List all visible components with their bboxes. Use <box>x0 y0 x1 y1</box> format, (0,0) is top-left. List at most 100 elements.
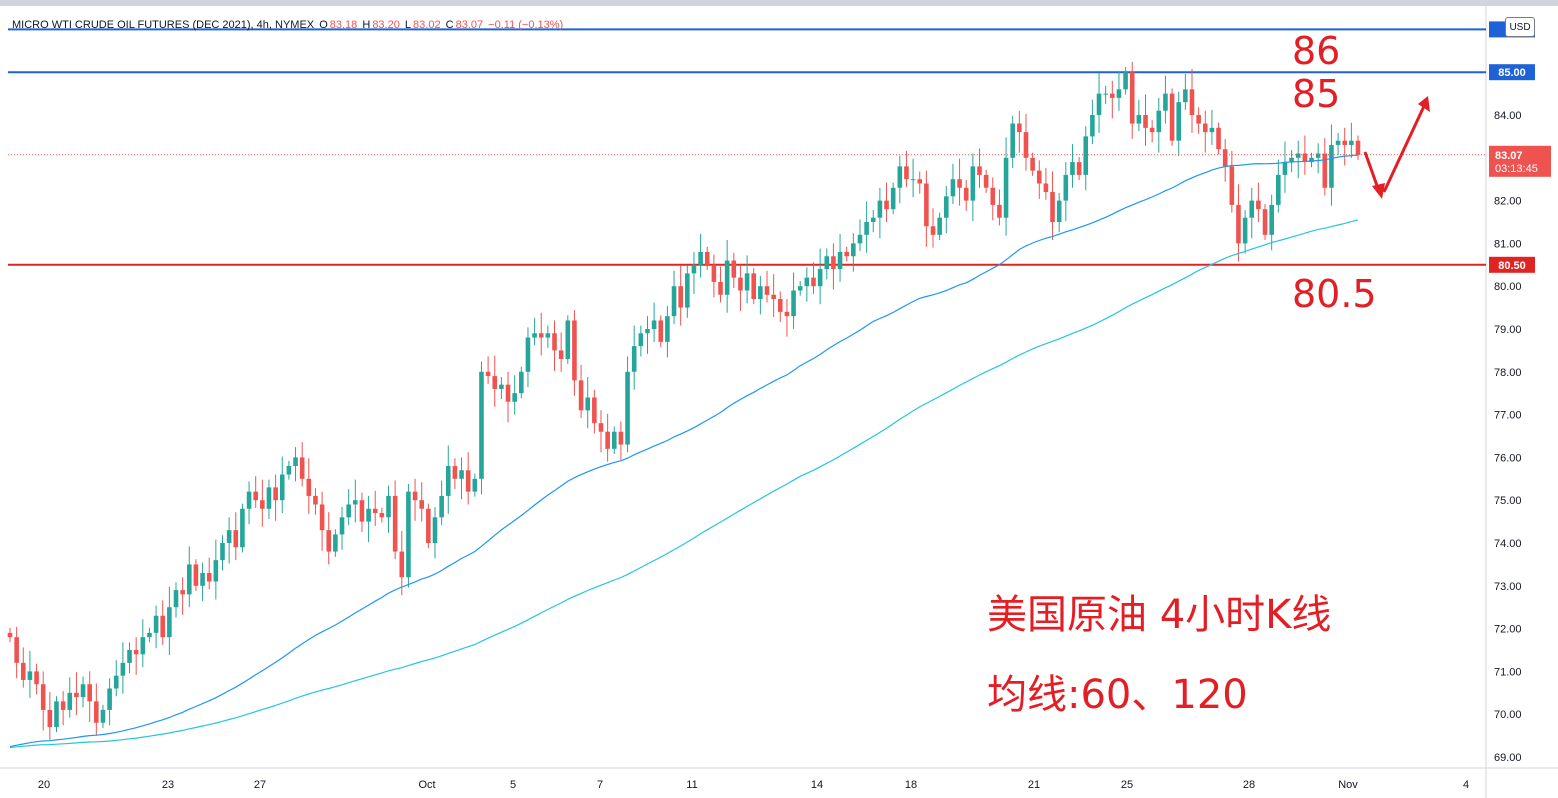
candle-body <box>665 316 670 342</box>
candle-body <box>512 393 517 402</box>
candle-body <box>233 530 239 548</box>
time-tick-label: 27 <box>254 779 266 791</box>
candle-body <box>977 166 982 175</box>
candle-body <box>631 346 637 372</box>
ma120-line <box>9 219 1359 749</box>
bar-countdown: 03:13:45 <box>1495 163 1538 175</box>
candle-body <box>1169 93 1175 141</box>
candle-body <box>1242 217 1248 244</box>
candle-body <box>831 256 836 270</box>
candle-body <box>472 478 478 492</box>
candle-body <box>226 530 232 543</box>
candle-body <box>54 701 59 728</box>
candle-body <box>313 495 318 505</box>
time-tick-label: 14 <box>811 779 823 791</box>
candle-body <box>877 200 883 218</box>
candle-body <box>857 234 863 244</box>
candle-body <box>1103 93 1108 95</box>
candle-body <box>598 423 604 432</box>
legend-close-label: C <box>445 19 454 31</box>
candle-body <box>578 380 584 411</box>
legend-high-value: 83.20 <box>372 19 400 31</box>
candle-body <box>107 688 112 710</box>
candle-body <box>685 273 690 308</box>
candle-body <box>870 217 876 222</box>
candle-body <box>485 371 491 377</box>
candle-body <box>552 333 557 351</box>
candle-body <box>133 650 139 655</box>
candle-body <box>718 281 723 295</box>
candle-body <box>1189 89 1195 115</box>
candle-body <box>452 465 458 479</box>
annotation-80-5: 80.5 <box>1292 272 1377 316</box>
candle-body <box>200 572 205 586</box>
time-tick-label: 11 <box>686 779 697 791</box>
candle-body <box>246 491 252 509</box>
candle-body <box>1176 102 1182 141</box>
candle-body <box>1236 204 1241 244</box>
candle-body <box>445 465 451 496</box>
candle-body <box>731 260 737 278</box>
candle-body <box>605 431 610 449</box>
candle-body <box>764 286 770 295</box>
candle-body <box>213 560 219 582</box>
candle-body <box>1090 115 1095 137</box>
candle-body <box>704 251 710 265</box>
candle-body <box>897 166 903 188</box>
currency-button[interactable]: USD <box>1505 17 1535 37</box>
candle-body <box>286 465 292 475</box>
candle-body <box>27 671 33 680</box>
candle-body <box>1329 144 1334 188</box>
candle-body <box>1209 127 1215 133</box>
candle-body <box>1063 174 1069 201</box>
candle-body <box>738 277 743 291</box>
candle-body <box>963 187 969 201</box>
candle-body <box>844 251 849 257</box>
candle-body <box>1282 162 1288 175</box>
candle-body <box>997 204 1002 218</box>
candle-body <box>1309 157 1314 163</box>
candle-body <box>100 709 106 723</box>
candle-body <box>864 222 869 235</box>
time-tick-label: 7 <box>597 779 603 791</box>
current-price-tag <box>1489 145 1551 177</box>
candle-body <box>950 179 956 197</box>
candle-body <box>771 294 776 300</box>
candle-body <box>260 500 265 509</box>
price-tick-label: 72.00 <box>1494 624 1522 636</box>
candle-body <box>1070 162 1075 175</box>
candle-body <box>691 264 697 274</box>
candle-body <box>279 474 285 501</box>
candle-body <box>744 273 750 291</box>
candle-body <box>758 286 763 300</box>
candle-body <box>60 701 66 710</box>
arrow-up-shaft <box>1382 103 1427 193</box>
candle-body <box>1355 140 1361 155</box>
candle-body <box>14 637 19 663</box>
candle-body <box>499 384 504 389</box>
candles <box>7 61 1361 740</box>
candle-body <box>273 487 278 501</box>
candle-body <box>459 470 464 479</box>
candle-body <box>797 286 803 291</box>
candle-body <box>392 495 398 552</box>
candle-body <box>492 376 498 389</box>
price-tick-label: 74.00 <box>1494 538 1522 550</box>
candle-body <box>625 371 630 445</box>
candle-body <box>904 166 909 180</box>
candle-body <box>618 431 624 445</box>
candle-body <box>532 333 537 338</box>
candle-body <box>1342 140 1348 145</box>
candle-body <box>127 650 132 663</box>
candle-body <box>1269 204 1274 235</box>
candle-body <box>87 684 92 702</box>
annotation-85: 85 <box>1292 72 1340 116</box>
price-axis: 69.00 70.00 71.00 72.00 73.00 74.00 75.00 76.00… <box>1494 110 1522 764</box>
candle-body <box>585 397 591 411</box>
time-tick-label: Nov <box>1338 779 1358 791</box>
candle-body <box>399 551 405 578</box>
candle-body <box>1056 200 1062 222</box>
time-axis: 20 23 27 Oct 5 7 11 14 18 21 25 28 Nov 4 <box>38 779 1469 791</box>
